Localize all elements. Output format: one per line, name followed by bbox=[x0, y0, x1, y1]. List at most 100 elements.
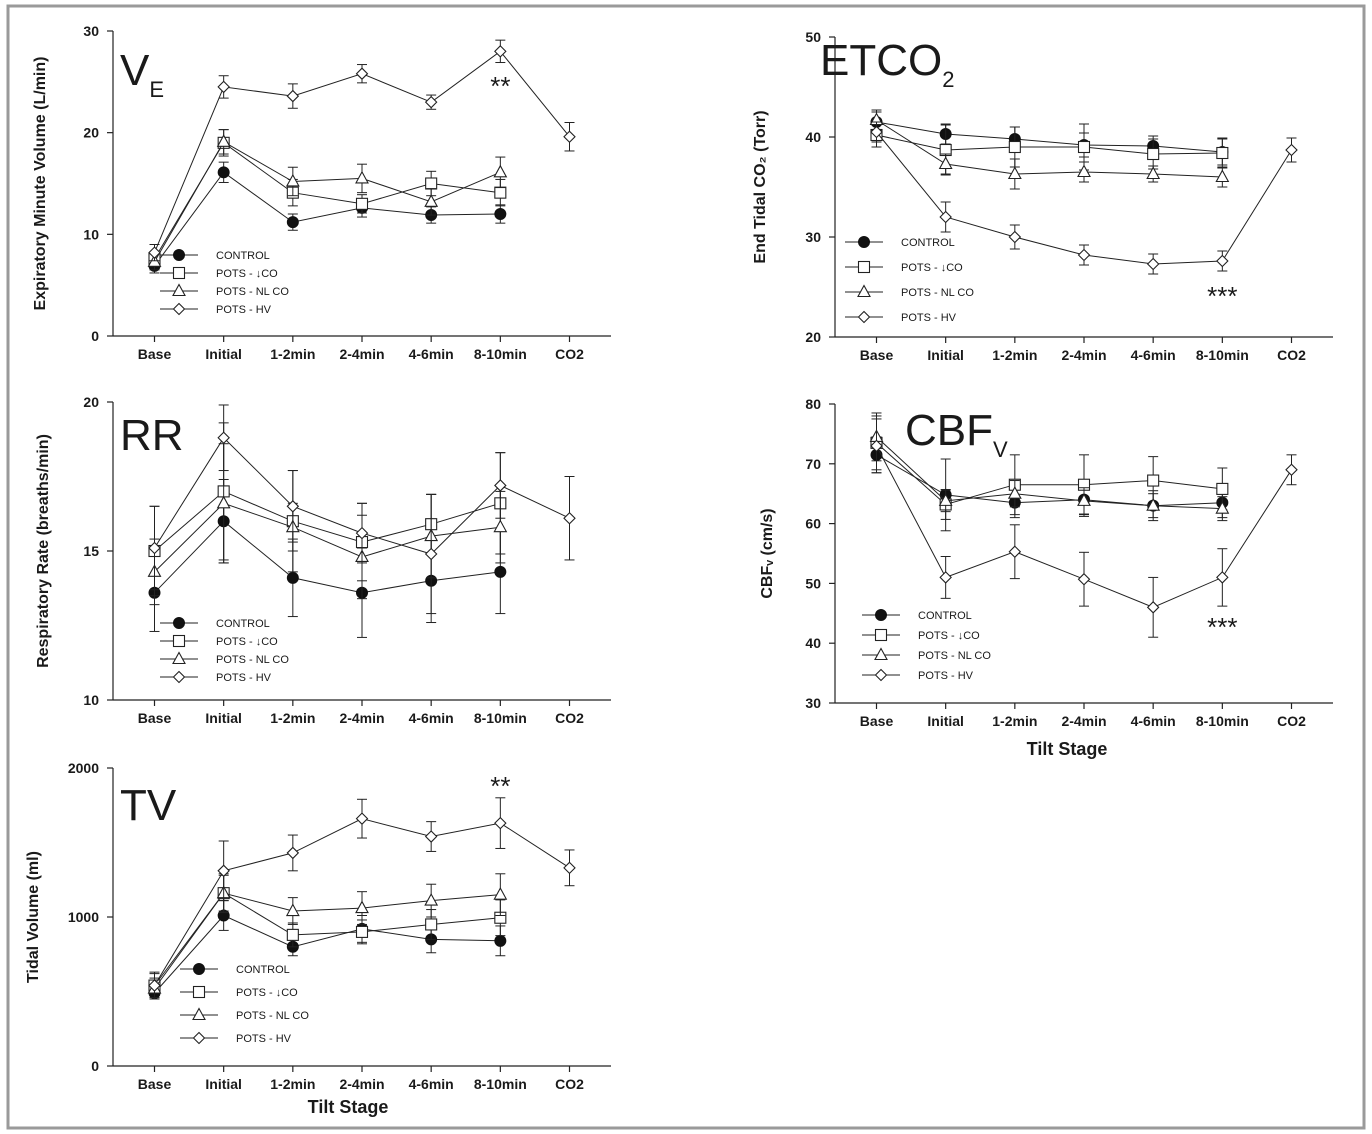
legend-marker bbox=[874, 668, 888, 682]
y-tick-label: 2000 bbox=[68, 760, 99, 776]
y-tick-label: 30 bbox=[805, 229, 821, 245]
data-point bbox=[286, 846, 300, 860]
series-2 bbox=[147, 873, 508, 1000]
series-line bbox=[154, 490, 501, 552]
data-point bbox=[494, 45, 507, 58]
data-point bbox=[1216, 571, 1229, 584]
data-point bbox=[494, 934, 507, 947]
x-tick-label: CO2 bbox=[1277, 713, 1306, 729]
legend-label: POTS - HV bbox=[216, 304, 272, 316]
x-tick-label: Initial bbox=[927, 713, 964, 729]
data-point bbox=[870, 439, 883, 453]
data-point bbox=[1216, 482, 1229, 495]
data-point bbox=[1077, 164, 1091, 178]
x-tick-label: Base bbox=[860, 347, 894, 363]
y-tick-label: 1000 bbox=[68, 909, 99, 925]
x-tick-label: 2-4min bbox=[1061, 347, 1106, 363]
legend-label: CONTROL bbox=[236, 964, 290, 976]
data-point bbox=[424, 830, 438, 843]
x-tick-label: Base bbox=[860, 713, 894, 729]
data-point bbox=[1147, 147, 1160, 161]
data-point bbox=[938, 493, 953, 506]
series-3 bbox=[148, 404, 576, 615]
series-line bbox=[876, 454, 1223, 507]
legend-label: POTS - ↓CO bbox=[216, 268, 278, 280]
data-point bbox=[355, 67, 369, 80]
data-point bbox=[1146, 166, 1161, 180]
legend-marker bbox=[193, 963, 205, 975]
data-point bbox=[1215, 501, 1230, 514]
y-axis-label: Respiratory Rate (breaths/min) bbox=[35, 434, 52, 668]
y-tick-label: 60 bbox=[805, 516, 821, 532]
data-point bbox=[1215, 169, 1230, 183]
data-point bbox=[1077, 248, 1091, 262]
legend-label: CONTROL bbox=[918, 610, 972, 622]
legend-item: CONTROL bbox=[160, 249, 270, 262]
series-line bbox=[154, 142, 501, 259]
x-tick-label: 4-6min bbox=[409, 1076, 454, 1092]
data-point bbox=[563, 511, 576, 525]
x-tick-label: CO2 bbox=[555, 1076, 584, 1092]
significance-annotation: ** bbox=[490, 771, 510, 801]
series-line bbox=[876, 121, 1223, 153]
legend-label: CONTROL bbox=[216, 250, 270, 262]
data-point bbox=[424, 95, 438, 109]
legend-item: POTS - ↓CO bbox=[160, 266, 278, 280]
series-line bbox=[876, 134, 1223, 155]
data-point bbox=[563, 861, 576, 875]
data-point bbox=[148, 246, 161, 259]
series-line bbox=[876, 119, 1223, 178]
legend-marker bbox=[874, 647, 888, 661]
series-1 bbox=[148, 129, 507, 267]
legend-label: POTS - NL CO bbox=[236, 1010, 309, 1022]
legend-marker bbox=[173, 617, 185, 629]
series-2 bbox=[147, 443, 508, 606]
legend-item: POTS - NL CO bbox=[160, 283, 289, 298]
y-tick-label: 20 bbox=[83, 394, 99, 410]
x-tick-label: Base bbox=[138, 710, 172, 726]
y-tick-label: 0 bbox=[91, 328, 99, 344]
panel-title-main: CBF bbox=[905, 406, 993, 455]
legend-marker bbox=[858, 236, 870, 248]
legend-label: POTS - NL CO bbox=[216, 286, 289, 298]
data-point bbox=[1008, 140, 1021, 154]
data-point bbox=[424, 194, 439, 207]
y-tick-label: 0 bbox=[91, 1058, 99, 1074]
legend-label: POTS - HV bbox=[918, 670, 974, 682]
legend-label: POTS - ↓CO bbox=[236, 987, 298, 999]
series-line bbox=[154, 171, 501, 267]
x-tick-label: 8-10min bbox=[1196, 713, 1249, 729]
x-tick-label: Initial bbox=[205, 710, 242, 726]
x-tick-label: Initial bbox=[205, 1076, 242, 1092]
panel-title: RR bbox=[120, 411, 184, 460]
x-tick-label: 1-2min bbox=[270, 346, 315, 362]
panel-tv: 0 1000 2000 Base Initial 1-2min 2-4min 4-6min 8-… bbox=[25, 760, 611, 1092]
y-tick-label: 40 bbox=[805, 635, 821, 651]
x-tick-label: 8-10min bbox=[1196, 347, 1249, 363]
series-0 bbox=[148, 478, 507, 638]
series-line bbox=[154, 141, 501, 263]
data-point bbox=[217, 166, 230, 179]
y-tick-label: 10 bbox=[83, 226, 99, 242]
y-tick-label: 40 bbox=[805, 129, 821, 145]
data-point bbox=[1216, 146, 1229, 160]
legend-item: POTS - NL CO bbox=[180, 1007, 309, 1022]
panel-title: TV bbox=[120, 781, 177, 830]
data-point bbox=[424, 547, 438, 561]
panel-title-main: ETCO bbox=[820, 36, 942, 85]
legend-item: POTS - HV bbox=[180, 1031, 292, 1045]
legend: CONTROL POTS - ↓CO POTS - NL CO POTS - HV bbox=[180, 963, 309, 1045]
x-tick-label: Initial bbox=[927, 347, 964, 363]
significance-annotation: *** bbox=[1207, 612, 1237, 642]
data-point bbox=[494, 816, 507, 830]
data-point bbox=[286, 928, 299, 941]
legend-marker bbox=[192, 985, 206, 999]
legend-item: CONTROL bbox=[180, 963, 290, 976]
legend-marker bbox=[172, 651, 186, 665]
x-tick-label: 1-2min bbox=[992, 713, 1037, 729]
x-tick-label: 4-6min bbox=[1131, 347, 1176, 363]
data-point bbox=[355, 900, 369, 914]
data-point bbox=[1216, 254, 1229, 268]
panel-title-subscript: V bbox=[993, 437, 1008, 462]
legend-label: POTS - HV bbox=[216, 672, 272, 684]
